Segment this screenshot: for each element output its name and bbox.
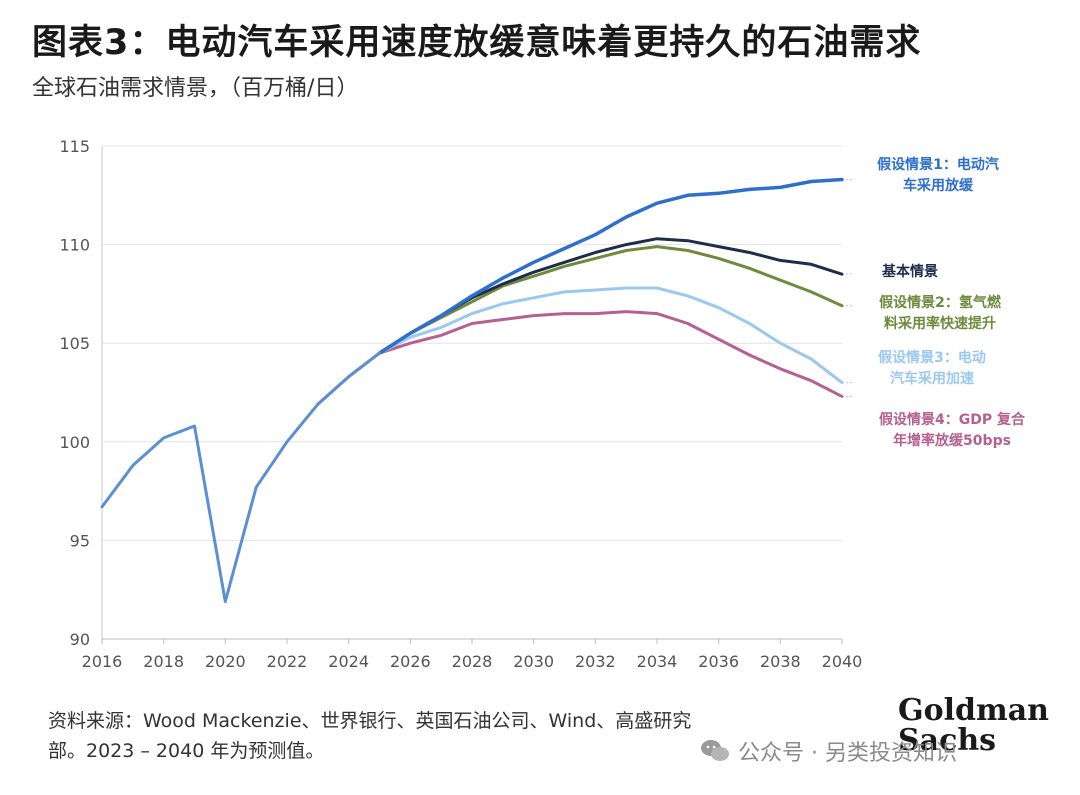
logo-line-1: Goldman [898, 693, 1049, 728]
series-label-s2: 料采用率快速提升 [884, 315, 996, 332]
y-tick-label: 105 [59, 334, 90, 353]
y-tick-label: 90 [70, 630, 90, 649]
x-tick-label: 2032 [575, 652, 616, 671]
x-tick-label: 2022 [267, 652, 308, 671]
series-line-s2 [378, 245, 844, 355]
series-line-s1 [377, 177, 844, 355]
page-subtitle: 全球石油需求情景，（百万桶/日） [32, 76, 359, 101]
x-tick-label: 2018 [143, 652, 184, 671]
series-label-base: 基本情景 [882, 263, 938, 280]
y-tick-label: 95 [70, 531, 90, 550]
x-tick-label: 2024 [328, 652, 369, 671]
x-tick-label: 2038 [760, 652, 801, 671]
goldman-sachs-logo: Goldman Sachs [898, 693, 1049, 758]
series-label-s3: 汽车采用加速 [890, 370, 974, 387]
x-tick-label: 2028 [452, 652, 493, 671]
series-label-s4: 假设情景4：GDP 复合 [879, 411, 1026, 428]
watermark-text: 公众号 · 另类投资知识 [738, 741, 957, 766]
wechat-watermark: 公众号 · 另类投资知识 [700, 735, 957, 767]
series-label-s1: 假设情景1：电动汽 [877, 156, 999, 173]
series-label-s2: 假设情景2：氢气燃 [879, 294, 1002, 311]
oil-demand-chart: 90 95 100 105 110 115 2016 2018 2020 2022 2024 202… [59, 137, 1026, 671]
source-note: 资料来源：Wood Mackenzie、世界银行、英国石油公司、Wind、高盛研… [48, 706, 808, 766]
y-tick-label: 100 [59, 433, 90, 452]
series-line-s4 [316, 310, 844, 406]
x-tick-label: 2026 [390, 652, 431, 671]
series-label-s1: 车采用放缓 [903, 177, 974, 194]
x-tick-label: 2016 [82, 652, 123, 671]
source-line-2: 部。2023 – 2040 年为预测值。 [48, 740, 325, 762]
wechat-icon [701, 740, 729, 761]
logo-line-2: Sachs [898, 723, 997, 758]
series-label-s4: 年增率放缓50bps [893, 432, 1011, 449]
x-tick-label: 2034 [637, 652, 678, 671]
series-line-s3 [378, 286, 844, 385]
x-tick-label: 2020 [205, 652, 246, 671]
series-line-historical [100, 351, 381, 603]
series-label-s3: 假设情景3：电动 [878, 349, 986, 366]
y-tick-label: 115 [59, 137, 90, 156]
x-tick-label: 2036 [698, 652, 739, 671]
y-tick-label: 110 [59, 236, 90, 255]
x-tick-label: 2040 [822, 652, 863, 671]
source-line-1: 资料来源：Wood Mackenzie、世界银行、英国石油公司、Wind、高盛研… [48, 710, 692, 732]
page-title: 图表3：电动汽车采用速度放缓意味着更持久的石油需求 [32, 23, 922, 63]
x-tick-label: 2030 [513, 652, 554, 671]
